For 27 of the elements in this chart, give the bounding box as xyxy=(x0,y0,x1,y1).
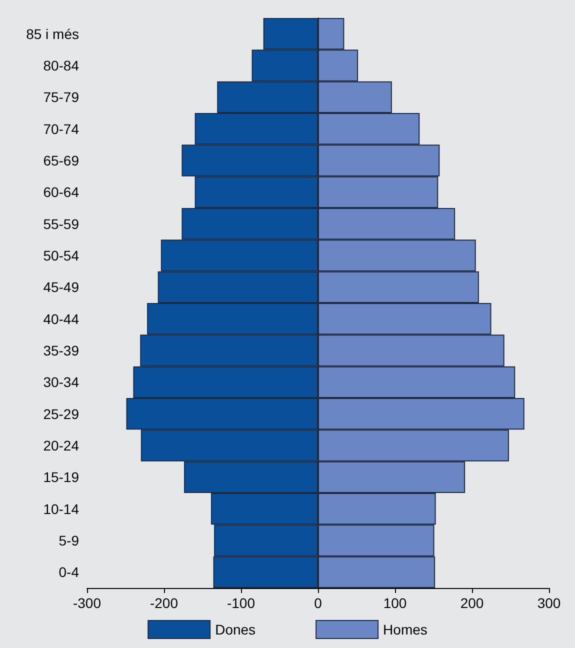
y-tick-label: 15-19 xyxy=(43,469,80,486)
y-tick-label: 25-29 xyxy=(43,406,80,422)
x-tick-label: -100 xyxy=(226,595,256,611)
y-tick-label: 0-4 xyxy=(58,564,80,580)
y-tick-label: 50-54 xyxy=(43,248,80,264)
y-tick-label: 35-39 xyxy=(43,342,80,358)
y-tick-label: 80-84 xyxy=(43,58,80,74)
x-tick-label: 100 xyxy=(383,595,407,611)
x-tick-label: 300 xyxy=(537,595,561,611)
y-tick-label: 65-69 xyxy=(43,152,80,168)
x-tick-label: -200 xyxy=(150,595,178,611)
y-tick-label: 40-44 xyxy=(43,310,80,327)
y-tick-label: 45-49 xyxy=(43,279,80,296)
y-tick-label: 70-74 xyxy=(43,120,80,137)
y-tick-label: 60-64 xyxy=(43,184,80,200)
y-tick-label: 85 i més xyxy=(26,26,79,42)
y-tick-label: 75-79 xyxy=(43,89,80,106)
legend-label: Homes xyxy=(383,622,428,638)
legend-label: Dones xyxy=(215,622,256,638)
x-tick-label: 200 xyxy=(460,595,484,611)
y-tick-label: 5-9 xyxy=(58,532,80,548)
y-tick-label: 30-34 xyxy=(43,374,80,390)
y-tick-label: 10-14 xyxy=(43,500,80,517)
y-tick-label: 55-59 xyxy=(43,216,80,232)
y-tick-label: 20-24 xyxy=(43,438,80,454)
x-tick-label: -300 xyxy=(72,595,102,611)
x-tick-label: 0 xyxy=(314,595,322,611)
